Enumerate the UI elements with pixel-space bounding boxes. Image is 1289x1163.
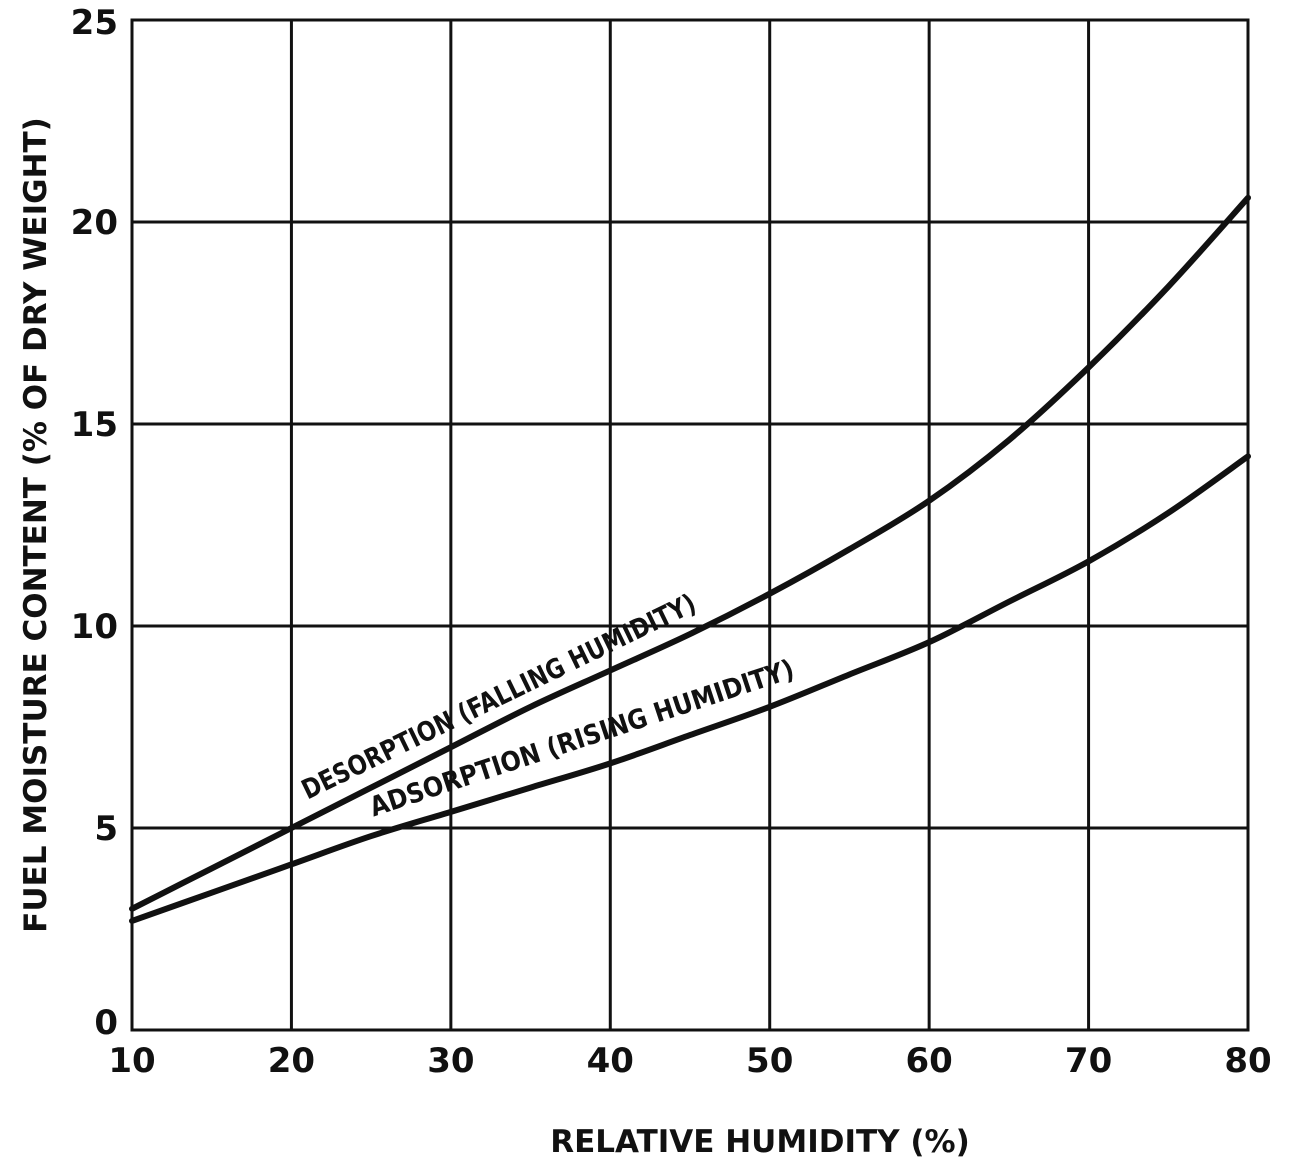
x-tick-label: 20 (268, 1041, 315, 1081)
x-axis-title: RELATIVE HUMIDITY (%) (550, 1124, 970, 1160)
series-layer (129, 194, 1251, 924)
y-tick-label: 5 (94, 809, 118, 849)
y-tick-label: 20 (71, 203, 118, 243)
y-tick-label: 10 (71, 607, 118, 647)
y-tick-label: 0 (94, 1003, 118, 1043)
x-tick-label: 50 (746, 1041, 793, 1081)
x-tick-label: 10 (108, 1041, 155, 1081)
x-tick-label: 60 (905, 1041, 952, 1081)
desorption-curve (129, 194, 1251, 912)
grid (130, 18, 1250, 1032)
plot-frame (130, 18, 1250, 1032)
x-tick-label: 40 (587, 1041, 634, 1081)
tick-labels: 10 20 30 40 50 60 70 80 0 5 10 15 20 25 (71, 3, 1272, 1081)
x-tick-label: 30 (427, 1041, 474, 1081)
y-tick-label: 15 (71, 405, 118, 445)
y-axis-title: FUEL MOISTURE CONTENT (% OF DRY WEIGHT) (18, 117, 54, 933)
y-tick-label: 25 (71, 3, 118, 43)
x-tick-label: 80 (1224, 1041, 1271, 1081)
x-tick-label: 70 (1065, 1041, 1112, 1081)
adsorption-curve (129, 453, 1251, 924)
